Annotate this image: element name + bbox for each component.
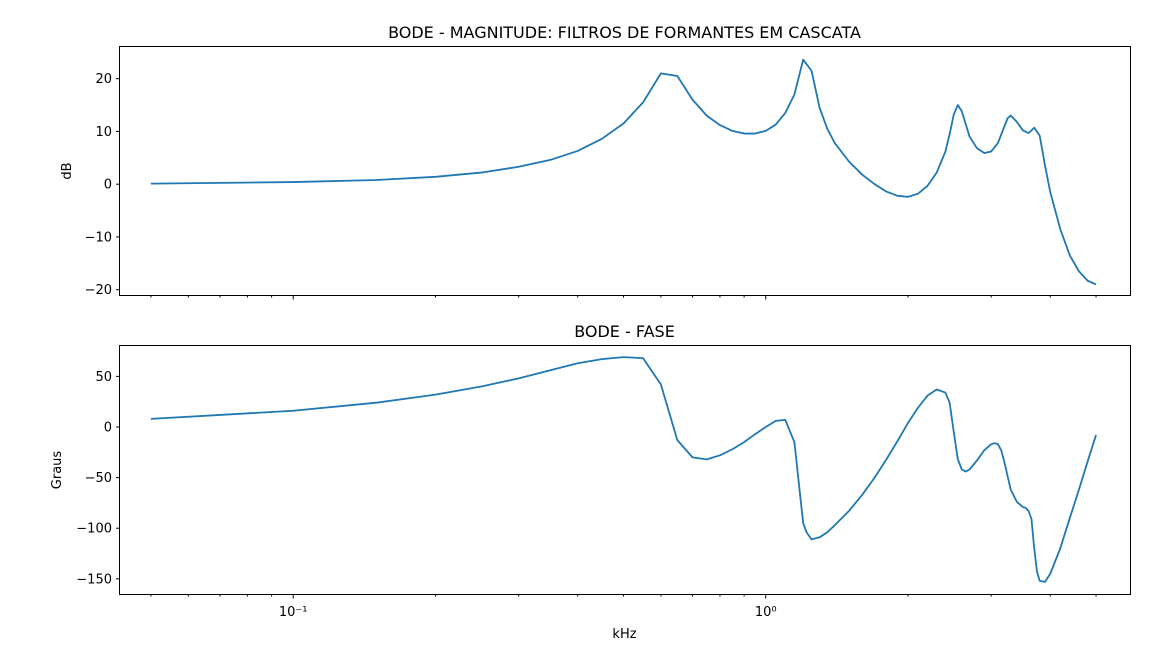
phase-ticks: −150 −100 −50 0 50 [76, 370, 1097, 599]
magnitude-series-line [150, 58, 1097, 286]
phase-y-tick-label: 50 [95, 370, 112, 385]
magnitude-title: BODE - MAGNITUDE: FILTROS DE FORMANTES E… [388, 23, 861, 42]
phase-y-tick-label: −100 [76, 522, 112, 537]
phase-x-axis-label: kHz [612, 627, 636, 642]
phase-x-tick-labels: 10⁻¹ 10⁰ [279, 605, 777, 620]
magnitude-y-tick-label: 20 [95, 72, 112, 87]
phase-plot: BODE - FASE Graus −150 −100 −50 0 50 10⁻¹ 10⁰… [50, 322, 1131, 642]
phase-y-axis-label: Graus [50, 451, 65, 490]
phase-y-tick-label: −150 [76, 572, 112, 587]
magnitude-y-axis-label: dB [60, 162, 75, 179]
magnitude-plot: BODE - MAGNITUDE: FILTROS DE FORMANTES E… [60, 23, 1131, 300]
magnitude-axes-frame [119, 46, 1131, 296]
magnitude-y-tick-label: 10 [95, 125, 112, 140]
phase-x-tick-label: 10⁻¹ [279, 605, 308, 620]
phase-x-tick-label: 10⁰ [755, 605, 777, 620]
phase-title: BODE - FASE [574, 322, 675, 341]
magnitude-y-tick-label: −20 [85, 283, 112, 298]
phase-y-tick-label: 0 [104, 420, 112, 435]
magnitude-y-tick-label: −10 [85, 230, 112, 245]
phase-axes-frame [119, 345, 1131, 595]
magnitude-y-tick-label: 0 [104, 178, 112, 193]
phase-y-tick-label: −50 [85, 471, 112, 486]
phase-series-line [150, 356, 1097, 583]
